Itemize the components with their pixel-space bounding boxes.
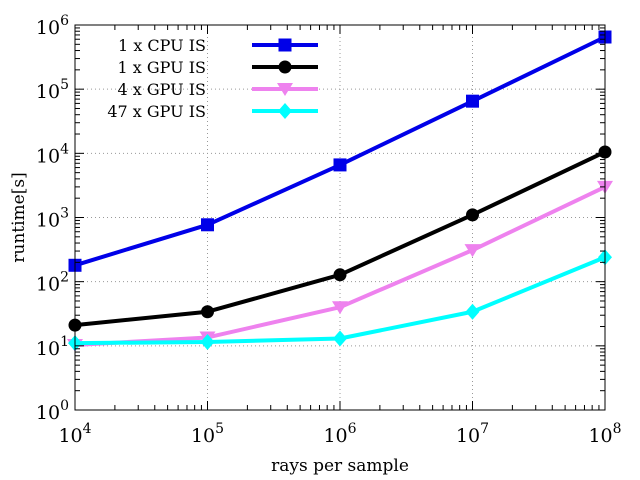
x-axis-label: rays per sample <box>271 456 409 476</box>
legend-label: 47 x GPU IS <box>107 102 206 121</box>
y-axis-label: runtime[s] <box>9 172 29 262</box>
data-point <box>332 301 348 315</box>
y-tick-label: 106 <box>36 13 69 39</box>
data-point <box>333 268 347 282</box>
data-point <box>464 244 481 258</box>
y-tick-label: 105 <box>36 77 69 103</box>
series-0 <box>68 30 612 272</box>
grid <box>75 25 605 410</box>
y-tick-label: 102 <box>36 270 69 296</box>
series-layer <box>67 30 613 353</box>
y-tick-label: 100 <box>36 398 69 424</box>
legend: 1 x CPU IS 1 x GPU IS 4 x GPU IS 47 x GPU I… <box>107 36 318 121</box>
y-tick-label: 103 <box>36 206 69 232</box>
data-point <box>466 208 479 222</box>
series-3 <box>68 249 612 352</box>
legend-marker <box>278 38 292 52</box>
x-tick-label: 104 <box>58 421 91 447</box>
x-tick-label: 108 <box>588 421 621 447</box>
legend-label: 1 x GPU IS <box>118 58 207 77</box>
data-point <box>465 303 480 320</box>
data-point <box>201 305 214 319</box>
legend-label: 4 x GPU IS <box>118 80 207 99</box>
data-point <box>333 158 347 172</box>
data-point <box>201 218 214 232</box>
y-tick-label: 101 <box>36 334 69 360</box>
x-tick-label: 107 <box>456 421 489 447</box>
legend-marker <box>277 83 293 96</box>
axis-ticks: 104 105 106 107 108 100 101 102 103 104 105 106 <box>36 13 622 447</box>
data-point <box>466 94 479 108</box>
x-tick-label: 105 <box>191 421 224 447</box>
legend-marker <box>278 60 292 74</box>
legend-marker <box>278 103 292 119</box>
x-tick-label: 106 <box>323 421 356 447</box>
data-point <box>200 333 215 350</box>
y-tick-label: 104 <box>36 141 69 167</box>
series-2 <box>67 180 613 353</box>
data-point <box>333 330 347 347</box>
series-1 <box>68 145 612 332</box>
legend-label: 1 x CPU IS <box>118 36 206 55</box>
